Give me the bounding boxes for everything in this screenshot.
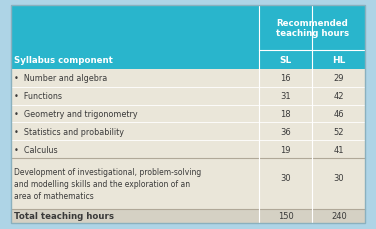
Text: 31: 31	[280, 92, 291, 101]
Text: •  Functions: • Functions	[14, 92, 62, 101]
Text: •  Calculus: • Calculus	[14, 145, 58, 154]
Text: Development of investigational, problem-solving
and modelling skills and the exp: Development of investigational, problem-…	[14, 168, 202, 200]
Text: 16: 16	[280, 74, 291, 83]
Text: Total teaching hours: Total teaching hours	[14, 211, 114, 220]
Text: 46: 46	[334, 110, 344, 119]
Text: 30: 30	[334, 173, 344, 182]
Text: 36: 36	[280, 127, 291, 136]
Text: 19: 19	[280, 145, 291, 154]
Text: •  Number and algebra: • Number and algebra	[14, 74, 108, 83]
Text: •  Statistics and probability: • Statistics and probability	[14, 127, 124, 136]
Text: SL: SL	[279, 56, 292, 65]
Text: 52: 52	[334, 127, 344, 136]
Text: 30: 30	[280, 173, 291, 182]
Text: 150: 150	[278, 211, 294, 220]
Text: Recommended
teaching hours: Recommended teaching hours	[276, 19, 349, 38]
Text: •  Geometry and trigonometry: • Geometry and trigonometry	[14, 110, 138, 119]
Text: HL: HL	[332, 56, 346, 65]
Text: 240: 240	[331, 211, 347, 220]
Text: Syllabus component: Syllabus component	[14, 56, 113, 65]
Text: 41: 41	[334, 145, 344, 154]
Text: 42: 42	[334, 92, 344, 101]
Text: 29: 29	[334, 74, 344, 83]
Text: 18: 18	[280, 110, 291, 119]
